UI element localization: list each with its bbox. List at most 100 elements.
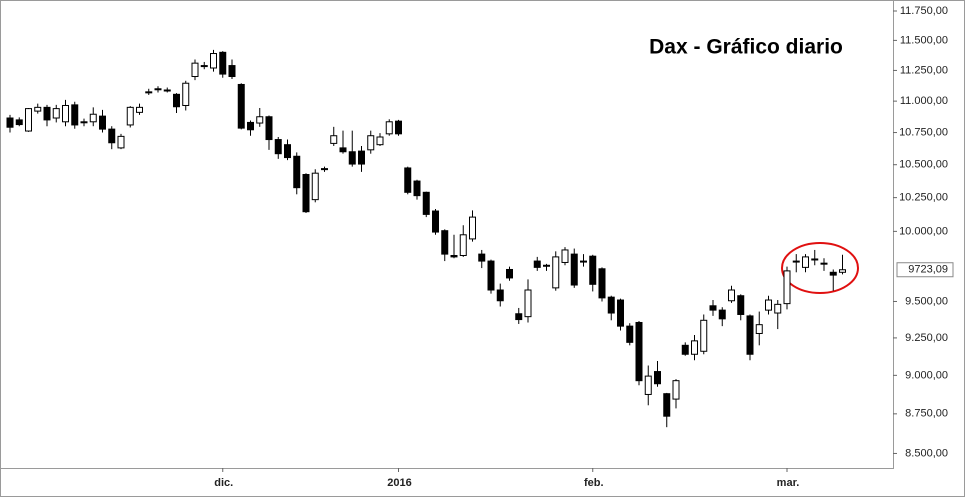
candle-body (783, 270, 791, 305)
candle-body (681, 344, 689, 355)
candle-body (561, 249, 569, 263)
candle-body (311, 172, 319, 201)
candle-body (607, 296, 615, 314)
candle-body (700, 319, 708, 352)
candle-body (210, 53, 217, 69)
candle-body (543, 264, 550, 267)
y-tick-label: 9.250,00 (905, 332, 948, 344)
candle-body (820, 262, 828, 265)
candle-body (126, 106, 134, 126)
candle-body (52, 108, 60, 119)
candle-body (136, 106, 143, 113)
candle-body (422, 191, 430, 215)
candle-body (663, 393, 671, 417)
candle-body (145, 91, 153, 94)
candle-body (62, 104, 69, 123)
candle-body (247, 121, 254, 131)
candle-body (765, 299, 772, 311)
x-tick-label: feb. (584, 477, 604, 489)
candle-body (709, 305, 717, 311)
candle-body (496, 289, 504, 302)
candle-body (487, 260, 495, 291)
candle-body (15, 119, 23, 126)
x-tick-label: mar. (777, 477, 800, 489)
candle-body (293, 155, 301, 189)
candle-body (829, 271, 837, 276)
candle-body (43, 106, 51, 121)
y-tick-label: 10.750,00 (899, 126, 948, 138)
candle-body (182, 82, 190, 106)
y-tick-label: 10.000,00 (899, 225, 948, 237)
last-price-box (896, 262, 954, 278)
candle-body (644, 375, 652, 395)
candle-body (376, 136, 384, 146)
candle-body (589, 255, 597, 285)
x-tick-label: dic. (214, 477, 233, 489)
candle-body (533, 260, 541, 268)
candle-body (108, 128, 116, 144)
y-tick-label: 8.500,00 (905, 447, 948, 459)
y-tick-label: 11.000,00 (900, 95, 948, 107)
x-tick-label: 2016 (387, 477, 411, 489)
candle-body (672, 380, 680, 400)
candle-body (71, 104, 79, 126)
candle-body (746, 315, 754, 355)
candle-body (811, 258, 819, 261)
candle-body (395, 120, 402, 135)
candle-body (737, 295, 745, 315)
candle-body (728, 289, 735, 302)
candle-body (330, 135, 338, 144)
candle-body (200, 65, 208, 68)
y-tick-label: 11.750,00 (900, 5, 948, 17)
candle-body (404, 167, 412, 193)
candle-body (441, 230, 449, 255)
candle-body (228, 65, 236, 78)
candle-body (580, 260, 587, 263)
y-tick-label: 11.250,00 (900, 64, 948, 76)
candle-body (691, 340, 698, 355)
candle-body (99, 115, 106, 130)
y-tick-label: 10.250,00 (899, 192, 948, 204)
candle-body (839, 269, 846, 273)
y-tick-label: 9.000,00 (905, 369, 948, 381)
y-tick-label: 8.750,00 (905, 408, 948, 420)
candle-body (515, 313, 523, 321)
y-tick-label: 10.500,00 (899, 159, 948, 171)
candle-body (367, 135, 375, 151)
candle-body (506, 268, 513, 279)
candle-body (34, 106, 42, 112)
candle-body (348, 151, 356, 165)
candle-body (478, 253, 486, 262)
candle-body (552, 256, 560, 289)
candle-body (284, 144, 291, 159)
candle-body (617, 299, 624, 327)
candle-body (524, 289, 532, 318)
highlight-ellipse (781, 242, 859, 294)
candle-body (459, 234, 467, 256)
candle-body (635, 321, 643, 382)
candle-body (570, 253, 578, 286)
y-tick-label: 9.500,00 (905, 295, 948, 307)
candle-body (718, 309, 726, 320)
last-price-label: 9723,09 (908, 264, 948, 276)
candle-body (302, 173, 310, 213)
candle-body (256, 116, 264, 124)
candle-body (25, 108, 32, 132)
candle-body (792, 260, 800, 263)
candle-body (802, 256, 809, 268)
candle-body (237, 83, 245, 129)
candle-body (89, 113, 97, 123)
candle-body (191, 62, 199, 78)
candle-body (598, 268, 606, 299)
chart-title: Dax - Gráfico diario (649, 36, 843, 59)
candle-body (173, 93, 180, 108)
candle-body (163, 89, 171, 92)
candle-body (774, 303, 782, 314)
candle-body (6, 117, 14, 128)
candle-body (219, 51, 227, 75)
candle-body (654, 371, 661, 385)
candle-body (432, 210, 439, 233)
candle-body (321, 168, 328, 171)
candle-body (450, 254, 458, 258)
